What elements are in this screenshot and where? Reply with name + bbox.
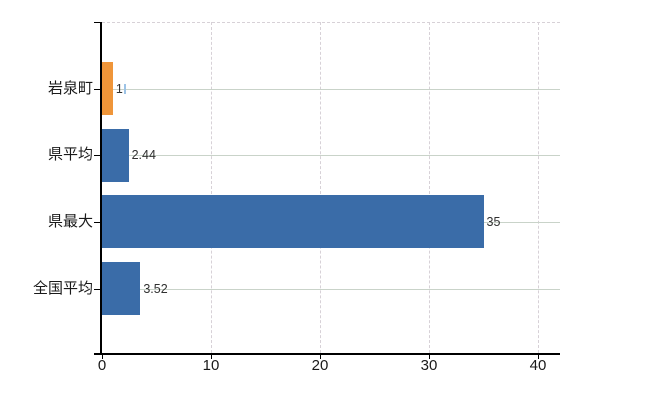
category-gridline [101,88,560,90]
data-label-text: 2.44 [131,148,156,163]
text-edit-cursor [123,83,126,94]
x-tick-label: 30 [420,357,438,374]
x-axis-line [94,353,560,355]
x-axis-tick [320,353,321,359]
x-axis-tick [102,353,103,359]
y-axis-tick [94,22,100,23]
y-axis-tick [94,155,100,157]
bar-岩泉町[interactable] [102,62,113,115]
y-axis-line [100,22,102,353]
category-label: 県平均 [47,146,93,164]
y-axis-tick [94,288,100,290]
data-label: 2.44 [132,148,156,162]
x-tick-label: 40 [529,357,547,374]
vertical-gridline [538,22,539,353]
x-axis-tick [538,353,539,359]
x-tick-label: 20 [311,357,329,374]
x-tick-label: 0 [97,357,107,374]
plot-top-border [102,22,560,23]
y-axis-tick [94,88,100,90]
data-label: 35 [487,215,501,229]
y-axis-tick [94,221,100,223]
x-tick-label: 10 [202,357,220,374]
vertical-gridline [429,22,430,353]
category-label: 県最大 [47,212,93,230]
vertical-gridline [211,22,212,353]
data-label-text: 1 [115,81,123,96]
data-label: 3.52 [143,282,167,296]
data-label-text: 35 [486,214,501,229]
category-label: 岩泉町 [47,79,93,97]
bar-県平均[interactable] [102,128,129,182]
category-gridline [101,155,560,157]
vertical-gridline [320,22,321,353]
bar-全国平均[interactable] [102,262,141,316]
data-label: 1 [116,82,126,96]
category-gridline [101,288,560,290]
bar-県最大[interactable] [102,195,484,249]
x-axis-tick [211,353,212,359]
category-label: 全国平均 [32,279,93,297]
data-label-text: 3.52 [143,281,168,296]
x-axis-tick [429,353,430,359]
